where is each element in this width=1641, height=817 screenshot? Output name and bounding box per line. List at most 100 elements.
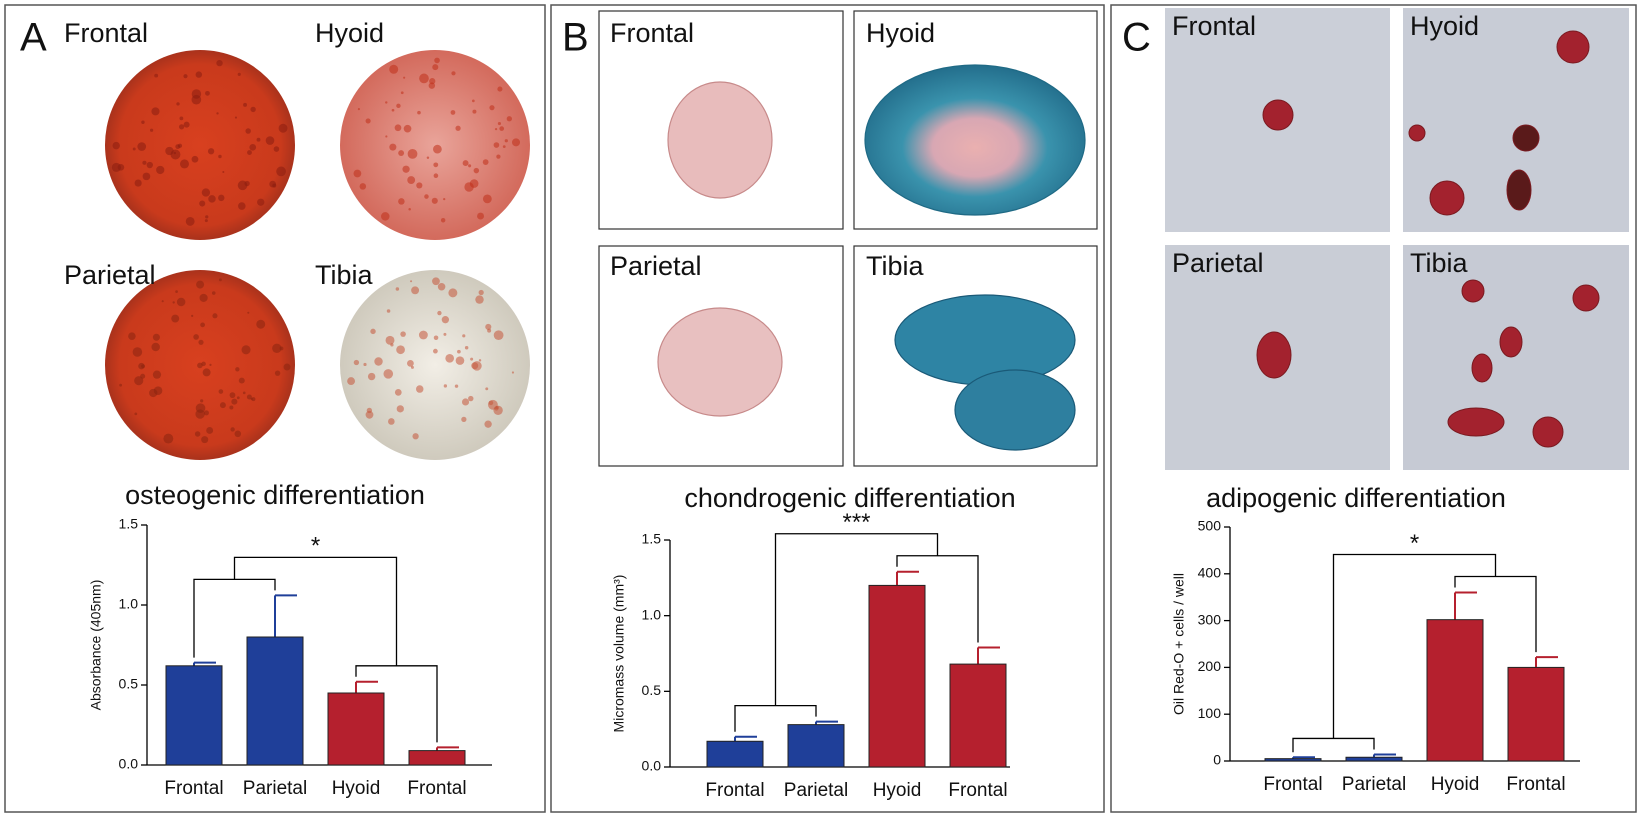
speckle xyxy=(132,147,136,151)
speckle xyxy=(426,156,430,160)
bar xyxy=(246,636,304,766)
speckle xyxy=(497,121,502,126)
y-tick-label: 1.5 xyxy=(119,516,139,532)
micromass xyxy=(657,307,783,417)
panel-frame xyxy=(550,4,1105,813)
speckle xyxy=(482,194,492,204)
speckle xyxy=(156,165,165,175)
image-label: Frontal xyxy=(64,18,148,48)
lipid-cell xyxy=(1429,180,1465,216)
panel-letter: B xyxy=(562,16,589,60)
bar xyxy=(1426,619,1484,762)
speckle xyxy=(179,159,190,169)
speckle xyxy=(138,362,145,370)
speckle xyxy=(146,161,153,169)
x-tick-label: Hyoid xyxy=(332,778,381,799)
speckle xyxy=(152,370,162,379)
speckle xyxy=(504,139,508,143)
speckle xyxy=(353,169,362,178)
bar xyxy=(408,750,466,766)
speckle xyxy=(218,389,224,394)
speckle xyxy=(195,71,203,78)
significance: * xyxy=(311,533,320,560)
speckle xyxy=(464,346,469,350)
speckle xyxy=(141,120,145,124)
bar xyxy=(868,584,926,768)
speckle xyxy=(234,430,242,438)
bar xyxy=(949,663,1007,768)
speckle xyxy=(201,361,206,367)
speckle xyxy=(134,179,142,187)
x-tick-label: Parietal xyxy=(243,778,307,799)
image-label: Parietal xyxy=(610,251,702,281)
speckle xyxy=(489,105,495,111)
speckle xyxy=(242,391,246,395)
bar xyxy=(706,740,764,768)
speckle xyxy=(249,143,257,151)
speckle xyxy=(199,200,206,207)
speckle xyxy=(441,316,450,324)
bar xyxy=(787,724,845,768)
chart-title: chondrogenic differentiation xyxy=(684,483,1015,513)
speckle xyxy=(396,345,405,355)
speckle xyxy=(198,339,204,345)
speckle xyxy=(142,160,147,165)
speckle xyxy=(499,126,505,131)
panel-frame xyxy=(1110,4,1637,813)
speckle xyxy=(408,207,411,211)
lipid-cell xyxy=(1512,124,1540,152)
speckle xyxy=(234,116,238,119)
speckle xyxy=(396,405,404,413)
lipid-cell xyxy=(1506,169,1532,211)
image-label: Parietal xyxy=(64,260,156,290)
speckle xyxy=(357,108,360,111)
speckle xyxy=(206,427,214,434)
speckle xyxy=(390,343,394,347)
speckle xyxy=(443,384,448,388)
speckle xyxy=(218,278,222,282)
speckle xyxy=(478,359,482,362)
speckle xyxy=(216,59,223,67)
speckle xyxy=(366,407,373,414)
speckle xyxy=(494,127,498,131)
speckle xyxy=(434,57,440,64)
speckle xyxy=(250,397,253,401)
speckle xyxy=(272,343,282,354)
speckle xyxy=(283,363,291,371)
speckle xyxy=(388,418,395,425)
bracket xyxy=(233,556,398,666)
lipid-cell xyxy=(1256,331,1292,379)
y-tick-label: 1.0 xyxy=(642,606,662,622)
speckle xyxy=(374,357,383,366)
speckle xyxy=(462,160,469,167)
speckle xyxy=(199,293,208,303)
speckle xyxy=(243,102,248,107)
speckle xyxy=(433,144,442,154)
image-label: Frontal xyxy=(1172,11,1256,41)
image-label: Hyoid xyxy=(315,18,384,48)
speckle xyxy=(119,383,123,387)
speckle xyxy=(165,146,174,156)
speckle xyxy=(244,180,250,187)
speckle xyxy=(205,215,209,219)
speckle xyxy=(273,146,280,152)
speckle xyxy=(381,212,390,221)
speckle xyxy=(385,101,388,104)
speckle xyxy=(212,313,218,319)
speckle xyxy=(365,410,374,419)
speckle xyxy=(417,110,421,115)
speckle xyxy=(176,102,180,106)
x-tick-label: Frontal xyxy=(164,778,223,799)
speckle xyxy=(394,124,402,132)
lipid-cell xyxy=(1471,353,1493,383)
speckle xyxy=(407,176,416,184)
speckle xyxy=(433,173,439,179)
speckle xyxy=(128,332,136,340)
lipid-cell xyxy=(1556,30,1590,64)
x-tick-label: Frontal xyxy=(1263,774,1322,795)
speckle xyxy=(385,135,388,138)
image-label: Tibia xyxy=(1410,248,1469,278)
speckle xyxy=(200,322,205,328)
speckle xyxy=(204,219,208,223)
speckle xyxy=(134,412,138,416)
